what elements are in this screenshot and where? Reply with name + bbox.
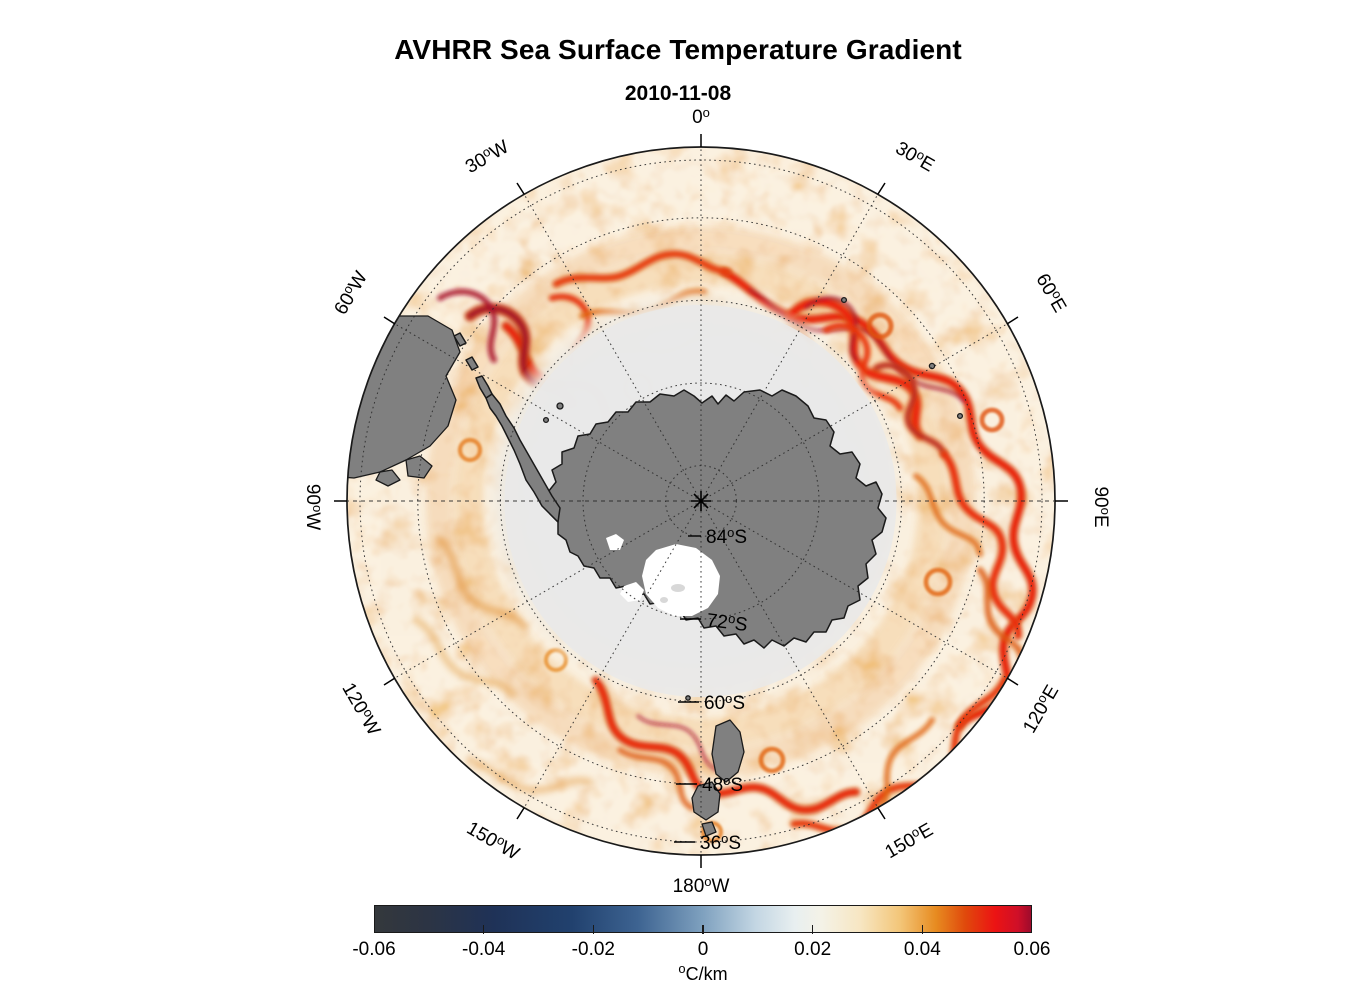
south-pole-marker — [691, 491, 711, 511]
colorbar-tick-label: -0.06 — [352, 939, 396, 960]
lon-label-90w: 90oW — [302, 484, 325, 530]
colorbar-tick-label: -0.02 — [571, 939, 615, 960]
figure-subtitle: 2010-11-08 — [624, 82, 732, 105]
colorbar-tick-label: 0 — [697, 939, 709, 960]
lon-label-0: 0o — [692, 105, 710, 128]
map-data-layer — [347, 147, 1055, 855]
meridian-150e — [700, 500, 879, 809]
lat-label-48s: 48oS — [702, 773, 743, 796]
lon-tick-marks — [334, 134, 1068, 868]
lat-label-60s: 60oS — [704, 691, 745, 714]
colorbar-tick-label: 0.02 — [794, 939, 832, 960]
meridian-30e — [700, 193, 879, 502]
lon-label-90e: 90oE — [1090, 486, 1113, 527]
lon-label-150e: 150oE — [881, 818, 937, 864]
colorbar: -0.06 -0.04 -0.02 0 0.02 0.04 0.06 oC/km — [352, 905, 1050, 984]
degree-symbol: o — [678, 961, 686, 976]
colorbar-tick — [482, 925, 485, 934]
figure-title: AVHRR Sea Surface Temperature Gradient — [394, 34, 962, 65]
colorbar-tick-label: -0.04 — [462, 939, 506, 960]
lon-label-120w: 120oW — [337, 678, 385, 739]
lon-label-60e: 60oE — [1031, 269, 1071, 316]
lon-label-150w: 150oW — [463, 816, 524, 864]
colorbar-tick — [592, 925, 595, 934]
colorbar-unit-label: oC/km — [678, 961, 728, 984]
lat-tick-marks — [674, 535, 701, 843]
lat-label-84s: 84oS — [706, 525, 747, 548]
colorbar-tick — [811, 925, 814, 934]
polar-map-svg: 84oS 72oS 60oS 48oS 36oS — [302, 105, 1113, 897]
lat-label-36s: 36oS — [700, 831, 741, 854]
meridian-lines — [348, 148, 1054, 854]
meridian-150w — [523, 500, 702, 809]
colorbar-tick-label: 0.06 — [1013, 939, 1051, 960]
colorbar-tick — [921, 925, 924, 934]
lon-label-180: 180oW — [673, 874, 730, 897]
lat-labels: 84oS 72oS 60oS 48oS 36oS — [700, 525, 749, 854]
polar-map: 84oS 72oS 60oS 48oS 36oS — [302, 105, 1113, 897]
colorbar-tick-label: 0.04 — [903, 939, 941, 960]
colorbar-tick — [702, 925, 704, 934]
lon-label-30e: 30oE — [892, 136, 939, 176]
lon-label-120e: 120oE — [1018, 681, 1064, 737]
lon-label-30w: 30oW — [461, 135, 513, 178]
meridian-30w — [523, 193, 702, 502]
lon-label-60w: 60oW — [329, 267, 372, 319]
lat-label-72s: 72oS — [705, 608, 749, 636]
